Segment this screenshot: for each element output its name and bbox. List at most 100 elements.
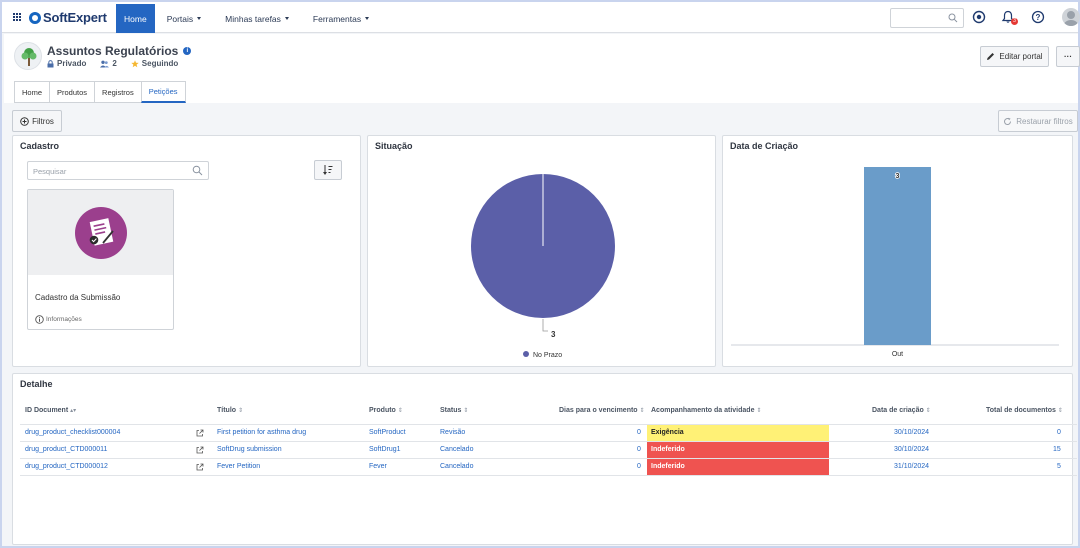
brand-name: SoftExpert <box>43 10 107 25</box>
caret-down-icon <box>365 17 370 20</box>
tab-produtos[interactable]: Produtos <box>49 81 95 103</box>
cell-id[interactable]: drug_product_CTD000011 <box>25 446 108 453</box>
restore-filters-button[interactable]: Restaurar filtros <box>998 110 1078 132</box>
cadastro-panel: Cadastro Pesquisar <box>12 135 361 367</box>
add-circle-icon[interactable] <box>972 10 986 24</box>
pie-data-label: 3 <box>551 330 556 339</box>
row-divider <box>20 458 1077 459</box>
more-options-label: ··· <box>1064 52 1072 61</box>
col-header-dias-label: Dias para o vencimento <box>559 407 638 414</box>
more-options-button[interactable]: ··· <box>1056 46 1080 67</box>
cell-total: 15 <box>1053 446 1061 453</box>
col-header-produto-label: Produto <box>369 407 396 414</box>
apps-grid-icon[interactable] <box>13 13 22 22</box>
cell-status[interactable]: Cancelado <box>440 463 474 470</box>
tab-peticoes[interactable]: Petições <box>140 81 186 103</box>
nav-ferramentas[interactable]: Ferramentas <box>301 4 381 33</box>
edit-portal-button[interactable]: Editar portal <box>980 46 1049 67</box>
external-link-icon[interactable] <box>196 446 204 454</box>
cell-titulo[interactable]: SoftDrug submission <box>217 446 282 453</box>
legend-label-no-prazo[interactable]: No Prazo <box>533 352 562 359</box>
restore-filters-label: Restaurar filtros <box>1016 116 1073 126</box>
col-header-acompanhamento[interactable]: Acompanhamento da atividade ⇕ <box>651 407 762 414</box>
detalhe-panel: Detalhe ID Document ▴▾ Título ⇕ Produto ⇕ S… <box>12 373 1077 545</box>
col-header-id[interactable]: ID Document ▴▾ <box>25 407 76 414</box>
members-indicator[interactable]: 2 <box>100 59 117 68</box>
cell-data: 30/10/2024 <box>894 429 930 436</box>
cell-id[interactable]: drug_product_CTD000012 <box>25 463 108 470</box>
external-link-icon[interactable] <box>196 429 204 437</box>
following-indicator[interactable]: Seguindo <box>131 59 178 68</box>
cell-total: 5 <box>1057 463 1061 470</box>
nav-minhas-tarefas-label: Minhas tarefas <box>225 13 281 24</box>
cell-acompanhamento: Exigência <box>647 425 829 441</box>
sort-icon: ⇕ <box>925 408 931 414</box>
data-criacao-bar-chart: 3 Out <box>731 167 1059 358</box>
tab-home[interactable]: Home <box>14 81 50 103</box>
situacao-title: Situação <box>375 141 413 151</box>
softexpert-logo-icon <box>29 11 41 24</box>
external-link-icon[interactable] <box>196 463 204 471</box>
global-search-input[interactable] <box>890 8 964 28</box>
help-icon[interactable]: ? <box>1031 10 1045 24</box>
col-header-dias[interactable]: Dias para o vencimento ⇕ <box>559 407 645 414</box>
bell-icon <box>1001 10 1015 23</box>
user-avatar[interactable] <box>1062 8 1080 26</box>
data-criacao-title: Data de Criação <box>730 141 799 151</box>
notifications-button[interactable]: 3 <box>1001 10 1018 25</box>
card-image <box>28 190 173 275</box>
cell-acompanhamento: Indeferido <box>647 459 829 475</box>
col-header-total-label: Total de documentos <box>986 407 1056 414</box>
cell-titulo[interactable]: Fever Petition <box>217 463 261 470</box>
sort-active-icon: ▴▾ <box>70 408 77 414</box>
cadastro-search-input[interactable]: Pesquisar <box>27 161 209 180</box>
following-label: Seguindo <box>141 59 179 68</box>
add-filter-icon <box>20 116 29 126</box>
nav-minhas-tarefas[interactable]: Minhas tarefas <box>213 4 301 33</box>
col-header-total[interactable]: Total de documentos ⇕ <box>986 407 1063 414</box>
col-header-data[interactable]: Data de criação ⇕ <box>872 407 931 414</box>
col-header-titulo-label: Título <box>217 407 237 414</box>
cell-total: 0 <box>1057 429 1061 436</box>
sort-az-icon <box>323 165 333 175</box>
header-divider <box>20 424 1077 425</box>
cell-dias: 0 <box>637 446 641 453</box>
nav-portais[interactable]: Portais <box>155 4 213 33</box>
pencil-icon <box>987 53 995 60</box>
brand-logo[interactable]: SoftExpert <box>29 9 107 26</box>
col-header-status-label: Status <box>440 407 462 414</box>
row-divider <box>20 475 1077 476</box>
cell-titulo[interactable]: First petition for asthma drug <box>217 429 307 436</box>
col-header-status[interactable]: Status ⇕ <box>440 407 468 414</box>
card-info-link[interactable]: Informações <box>35 315 82 324</box>
situacao-pie-chart: 3 No Prazo <box>471 174 615 359</box>
cell-produto[interactable]: SoftProduct <box>369 429 406 436</box>
data-criacao-panel: Data de Criação 3 Out <box>722 135 1073 367</box>
col-header-data-label: Data de criação <box>872 407 924 414</box>
refresh-icon <box>1004 117 1012 125</box>
info-icon[interactable]: i <box>183 47 192 55</box>
bar-out[interactable] <box>864 167 931 345</box>
portal-tabs: Home Produtos Registros Petições <box>14 81 186 103</box>
cell-produto[interactable]: Fever <box>369 463 387 470</box>
cell-status[interactable]: Cancelado <box>440 446 474 453</box>
main-nav: Home Portais Minhas tarefas Ferramentas <box>116 4 381 33</box>
filters-label: Filtros <box>32 116 54 126</box>
sort-icon: ⇕ <box>463 408 469 414</box>
bar-data-label: 3 <box>896 173 900 180</box>
users-icon <box>100 60 110 67</box>
cell-id[interactable]: drug_product_checklist000004 <box>25 429 121 436</box>
situacao-panel: Situação 3 No Prazo <box>367 135 716 367</box>
sort-icon: ⇕ <box>238 408 244 414</box>
sort-button[interactable] <box>314 160 342 180</box>
filters-button[interactable]: Filtros <box>12 110 62 132</box>
cadastro-submissao-card[interactable]: Cadastro da Submissão Informações <box>27 189 174 330</box>
cell-status[interactable]: Revisão <box>440 429 466 436</box>
star-icon <box>131 59 139 67</box>
col-header-produto[interactable]: Produto ⇕ <box>369 407 403 414</box>
tab-registros[interactable]: Registros <box>94 81 141 103</box>
col-header-titulo[interactable]: Título ⇕ <box>217 407 243 414</box>
nav-home[interactable]: Home <box>116 4 155 33</box>
cell-produto[interactable]: SoftDrug1 <box>369 446 401 453</box>
col-header-acompanhamento-label: Acompanhamento da atividade <box>651 407 755 414</box>
